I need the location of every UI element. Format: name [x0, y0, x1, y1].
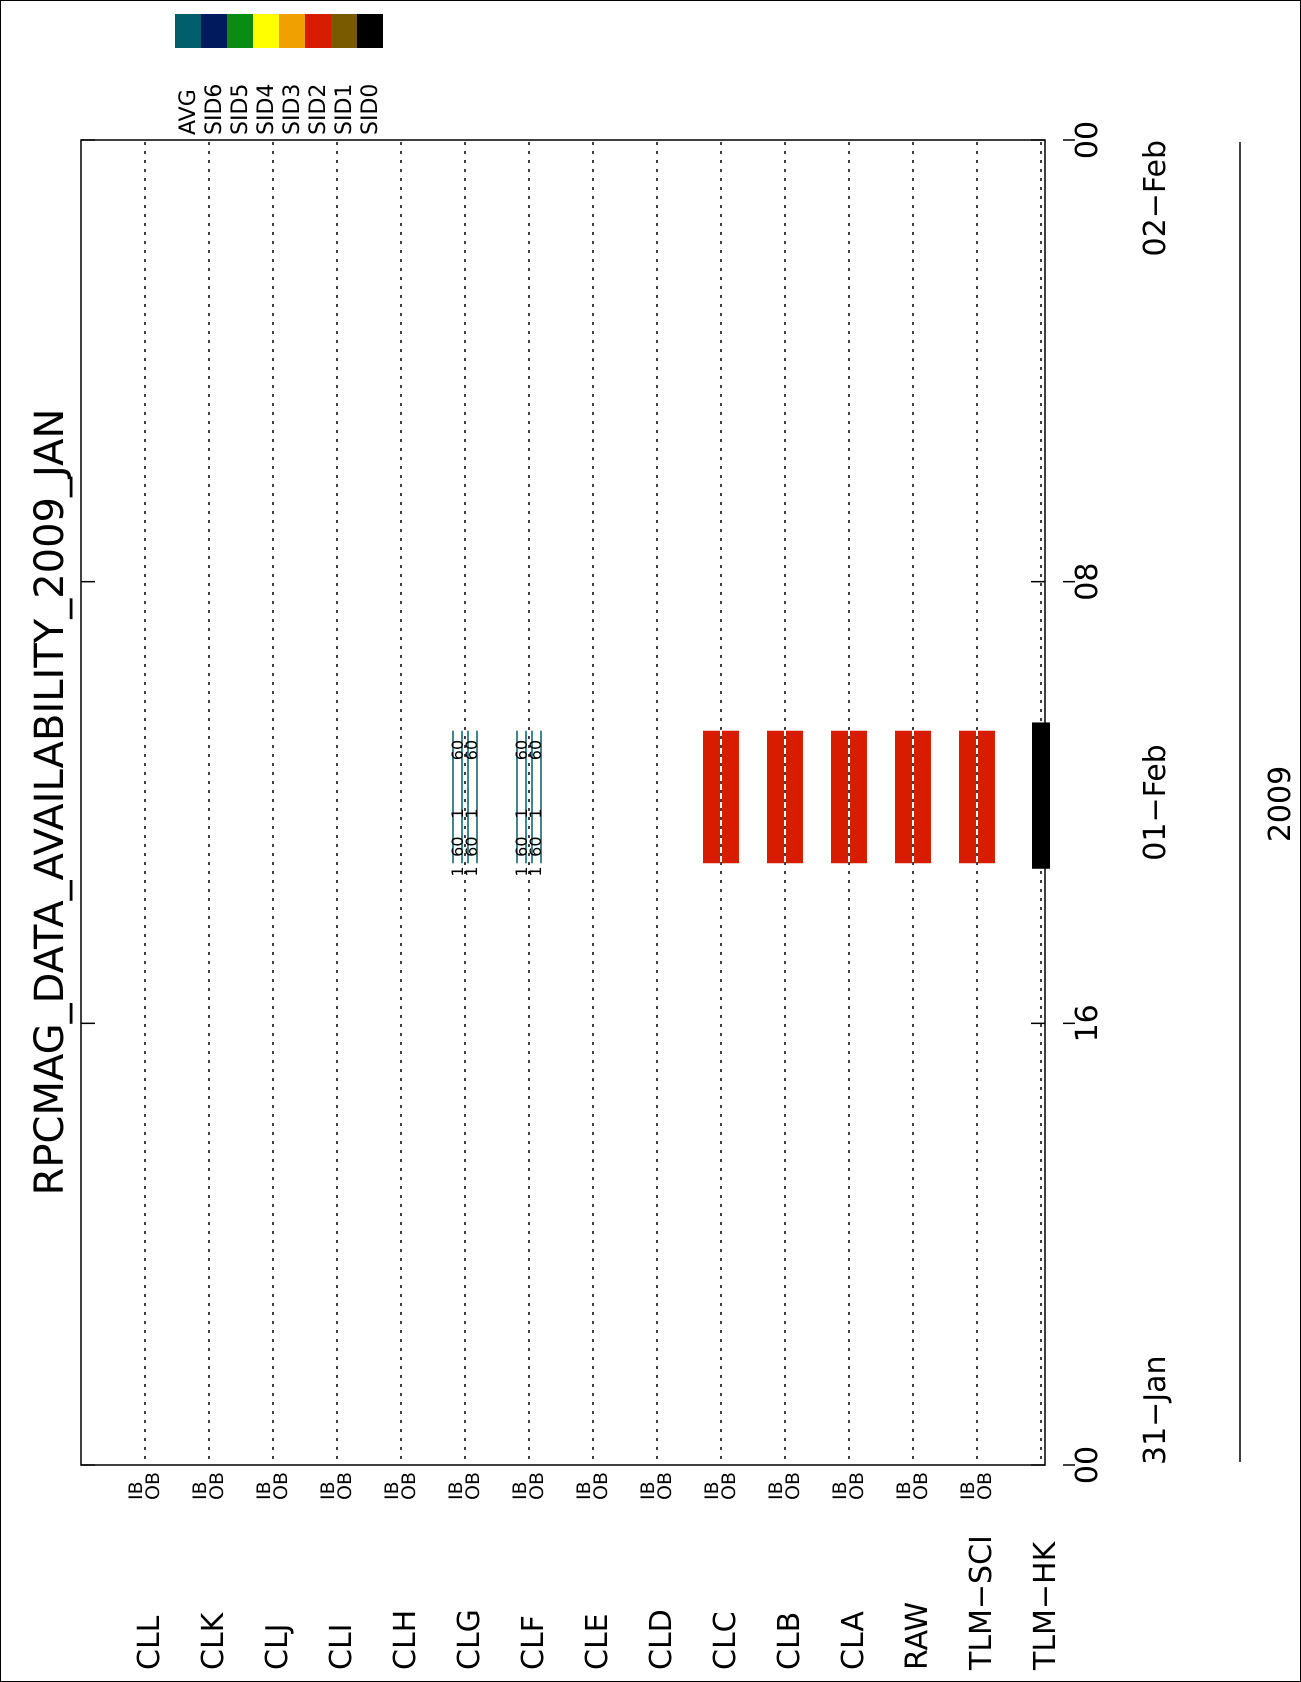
- date-label: 01−Feb: [1138, 744, 1173, 860]
- sub-label-ob: OB: [334, 1472, 356, 1500]
- sub-label-ob: OB: [846, 1472, 868, 1500]
- row-label-clf: CLF: [516, 1615, 551, 1670]
- bar-clb-ob: [786, 731, 803, 864]
- legend-swatch-sid4: [253, 14, 279, 48]
- row-label-cll: CLL: [132, 1615, 167, 1670]
- x-axis-date-labels: 31−Jan 01−Feb 02−Feb: [1138, 140, 1173, 1465]
- row-label-raw: RAW: [900, 1602, 935, 1670]
- legend-label-sid6: SID6: [202, 84, 227, 135]
- legend-label-sid2: SID2: [306, 84, 331, 135]
- annotation-label: 1: [526, 808, 545, 818]
- sub-label-ob: OB: [206, 1472, 228, 1500]
- bar-tlm-sci-ib: [959, 731, 976, 864]
- annotation-label: 60: [462, 836, 481, 856]
- x-axis-tick-labels: 00 16 08 00: [1070, 121, 1105, 1484]
- date-label: 31−Jan: [1138, 1355, 1173, 1465]
- row-label-cle: CLE: [580, 1613, 615, 1670]
- legend-label-avg: AVG: [176, 89, 201, 135]
- sub-label-ob: OB: [974, 1472, 996, 1500]
- legend-swatch-sid3: [279, 14, 305, 48]
- sub-label-ob: OB: [462, 1472, 484, 1500]
- sub-label-ob: OB: [782, 1472, 804, 1500]
- annotation-label: 60: [526, 836, 545, 856]
- sub-label-ob: OB: [270, 1472, 292, 1500]
- legend-label-sid4: SID4: [254, 84, 279, 135]
- bar-clc-ob: [722, 731, 739, 864]
- annotation-label: 60: [526, 740, 545, 760]
- legend-swatch-sid6: [201, 14, 227, 48]
- availability-bars: [703, 722, 1050, 868]
- legend-swatches: [175, 14, 383, 48]
- bar-raw-ob: [914, 731, 931, 864]
- bar-tlm-sci-ob: [978, 731, 995, 864]
- row-labels: CLL CLK CLJ CLI CLH CLG CLF CLE CLD CLC CLB CLA RAW T…: [132, 1535, 1063, 1671]
- annotation-label: 1: [462, 866, 481, 876]
- tick-label: 00: [1070, 121, 1105, 159]
- year-label: 2009: [1263, 766, 1298, 842]
- bar-raw-ib: [895, 731, 912, 864]
- date-label: 02−Feb: [1138, 140, 1173, 256]
- bar-cla-ib: [831, 731, 848, 864]
- sub-label-ob: OB: [654, 1472, 676, 1500]
- row-label-clg: CLG: [452, 1609, 487, 1670]
- legend-labels: AVG SID6 SID5 SID4 SID3 SID2 SID1 SID0: [176, 84, 383, 135]
- sub-label-ob: OB: [590, 1472, 612, 1500]
- legend-swatch-sid0: [357, 14, 383, 48]
- legend-swatch-sid2: [305, 14, 331, 48]
- row-label-cla: CLA: [836, 1611, 871, 1670]
- row-label-tlm-sci: TLM−SCI: [964, 1535, 999, 1671]
- row-label-tlm-hk: TLM−HK: [1028, 1540, 1063, 1671]
- row-label-clj: CLJ: [260, 1623, 295, 1670]
- row-label-clk: CLK: [196, 1611, 231, 1670]
- annotation-label: 1: [526, 866, 545, 876]
- tick-label: 00: [1070, 1446, 1105, 1484]
- sub-label-ob: OB: [910, 1472, 932, 1500]
- row-label-clh: CLH: [388, 1610, 423, 1670]
- sub-label-ob: OB: [142, 1472, 164, 1500]
- legend-label-sid5: SID5: [228, 84, 253, 135]
- legend-label-sid0: SID0: [358, 84, 383, 135]
- annotation-label: 1: [462, 808, 481, 818]
- bar-clb-ib: [767, 731, 784, 864]
- tick-label: 16: [1070, 1004, 1105, 1042]
- row-label-cli: CLI: [324, 1623, 359, 1670]
- row-label-clc: CLC: [708, 1611, 743, 1670]
- legend-swatch-avg: [175, 14, 201, 48]
- row-label-cld: CLD: [644, 1609, 679, 1670]
- chart-title: RPCMAG_DATA_AVAILABILITY_2009_JAN: [27, 409, 73, 1196]
- row-label-clb: CLB: [772, 1612, 807, 1670]
- bar-tlm-hk-single: [1032, 722, 1050, 868]
- sub-label-ob: OB: [398, 1472, 420, 1500]
- legend-swatch-sid1: [331, 14, 357, 48]
- bar-cla-ob: [850, 731, 867, 864]
- legend-label-sid1: SID1: [332, 84, 357, 135]
- tick-label: 08: [1070, 563, 1105, 601]
- sub-label-ob: OB: [718, 1472, 740, 1500]
- sub-label-ob: OB: [526, 1472, 548, 1500]
- bar-clc-ib: [703, 731, 720, 864]
- legend-swatch-sid5: [227, 14, 253, 48]
- legend-label-sid3: SID3: [280, 84, 305, 135]
- annotation-label: 60: [462, 740, 481, 760]
